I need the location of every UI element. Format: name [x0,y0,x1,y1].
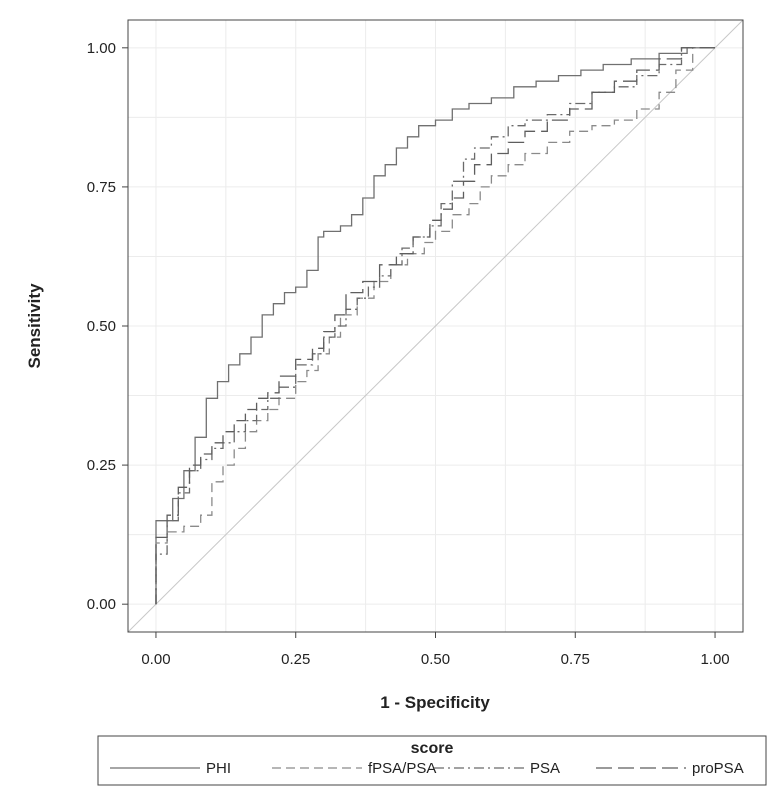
x-axis-ticks: 0.00 0.25 0.50 0.75 1.00 [141,632,730,668]
legend-items: PHI fPSA/PSA PSA proPSA [110,760,744,777]
y-axis-ticks: 0.00 0.25 0.50 0.75 1.00 [87,40,128,613]
legend-label: proPSA [692,760,744,777]
y-axis-title: Sensitivity [25,283,44,369]
series-lines [155,47,715,605]
x-tick-label: 0.50 [421,651,450,668]
y-tick-label: 0.25 [87,457,116,474]
legend-title: score [411,740,454,757]
x-tick-label: 1.00 [700,651,729,668]
y-tick-label: 0.50 [87,318,116,335]
legend: score PHI fPSA/PSA PSA proPSA [97,735,767,786]
x-tick-label: 0.75 [561,651,590,668]
series-line-fpsa-psa [155,47,715,605]
y-tick-label: 1.00 [87,40,116,57]
series-line-phi [155,47,715,605]
reference-diagonal [127,19,744,633]
legend-label: PSA [530,760,560,777]
legend-label: PHI [206,760,231,777]
x-axis-title: 1 - Specificity [380,693,490,712]
x-tick-label: 0.25 [281,651,310,668]
x-tick-label: 0.00 [141,651,170,668]
y-tick-label: 0.75 [87,179,116,196]
y-tick-label: 0.00 [87,596,116,613]
series-line-psa [155,47,715,605]
legend-label: fPSA/PSA [368,760,436,777]
series-line-propsa [155,47,715,605]
legend-box [97,735,767,786]
